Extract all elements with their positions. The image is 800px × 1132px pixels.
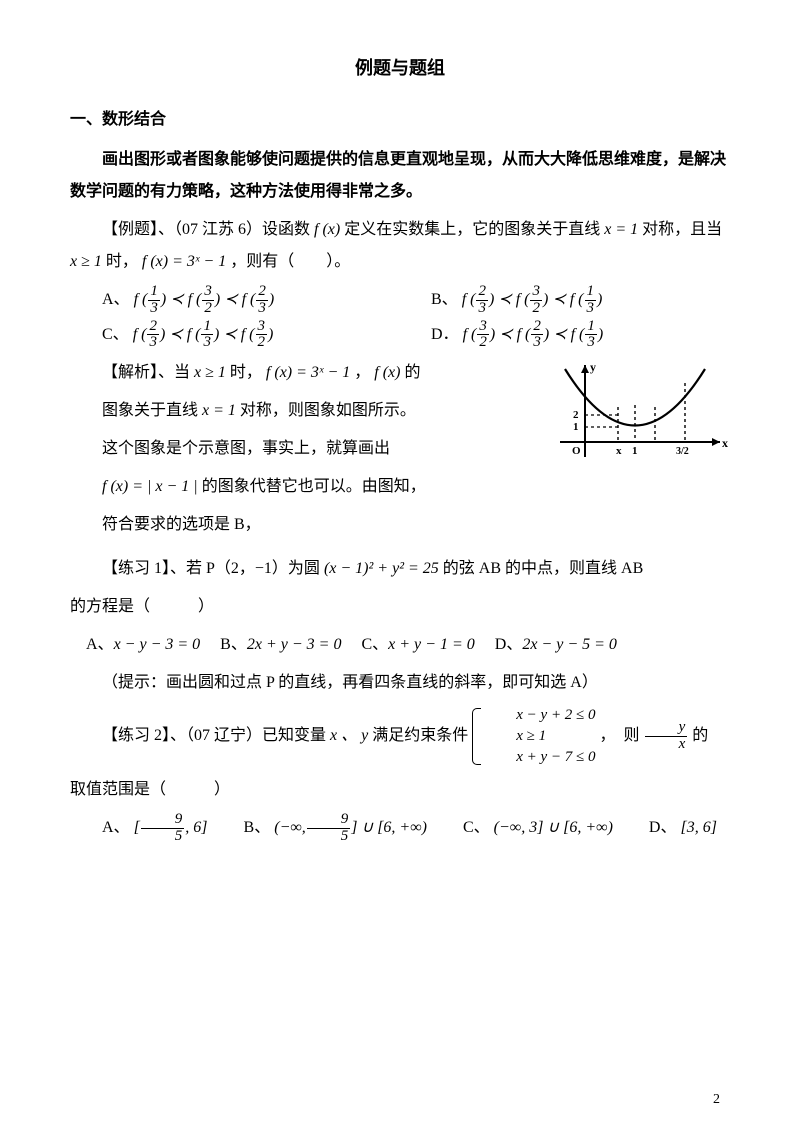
text: 的 [692,727,708,744]
text: 定义在实数集上，它的图象关于直线 [344,221,600,238]
option-row: C、 f (23) ≺ f (13) ≺ f (32) D． f (32) ≺ … [102,319,730,352]
expr: (−∞, 3] ∪ [6, +∞) [494,819,613,836]
math-fx: f (x) [314,221,340,238]
expr: f (13) ≺ f (32) ≺ f (23) [134,291,275,308]
math: x ≥ 1 [194,364,226,381]
svg-text:1: 1 [632,445,638,457]
math-x1: x = 1 [604,221,638,238]
math: x 、 y [330,727,368,744]
math: f (x) [374,364,400,381]
text: 对称，且当 [642,221,722,238]
practice-1-tail: 的方程是（ ） [70,591,730,623]
label: A、 [86,636,114,653]
practice-1: 【练习 1】、若 P（2，−1）为圆 (x − 1)² + y² = 25 的弦… [70,553,730,585]
expr: [95, 6] [134,819,208,836]
analysis-result: 符合要求的选项是 B， [70,509,730,541]
math: x = 1 [202,402,236,419]
text: 【练习 2】、（07 辽宁）已知变量 [102,727,326,744]
text: 【例题】、（07 江苏 6）设函数 [102,221,310,238]
label: C、 [102,326,129,343]
svg-text:x: x [722,436,728,450]
option-b: B、 f (23) ≺ f (32) ≺ f (13) [401,284,730,317]
practice-2-options: A、 [95, 6] B、 (−∞,95] ∪ [6, +∞) C、 (−∞, … [70,812,730,845]
practice-2-tail: 取值范围是（ ） [70,774,730,806]
svg-text:x: x [616,445,622,457]
cond: x − y + 2 ≤ 0 [484,705,595,726]
label: D、 [649,819,677,836]
practice-1-hint: （提示：画出圆和过点 P 的直线，再看四条直线的斜率，即可知选 A） [70,667,730,699]
label: B、 [244,819,271,836]
function-graph-figure: x y O 1 2 x 1 3/2 [540,357,730,467]
text: 【解析】、当 [102,364,190,381]
expr: f (23) ≺ f (32) ≺ f (13) [462,291,603,308]
expr: f (23) ≺ f (13) ≺ f (32) [133,326,274,343]
option-d: D． f (32) ≺ f (23) ≺ f (13) [401,319,730,352]
expr: x + y − 1 = 0 [388,636,475,653]
expr: f (32) ≺ f (23) ≺ f (13) [463,326,604,343]
option-c: C、 f (23) ≺ f (13) ≺ f (32) [102,319,401,352]
text: 时， [106,253,138,270]
option-a: A、 f (13) ≺ f (32) ≺ f (23) [102,284,401,317]
cond: x + y − 7 ≤ 0 [484,747,595,768]
text: 时， [230,364,262,381]
math: (x − 1)² + y² = 25 [324,560,439,577]
expr: x − y − 3 = 0 [114,636,201,653]
label: B、 [220,636,247,653]
label: B、 [431,291,458,308]
page-number: 2 [713,1086,720,1114]
label: C、 [361,636,388,653]
section-heading: 一、数形结合 [70,104,730,136]
text: 满足约束条件 [372,727,468,744]
expr: [3, 6] [680,819,716,836]
practice-1-options: A、x − y − 3 = 0 B、2x + y − 3 = 0 C、x + y… [70,629,730,661]
practice-2: 【练习 2】、（07 辽宁）已知变量 x 、 y 满足约束条件 x − y + … [70,705,730,768]
math-xge1: x ≥ 1 [70,253,102,270]
text: 图象关于直线 [102,402,198,419]
text: ，则有（ ）。 [230,253,350,270]
text: 的 [404,364,420,381]
svg-text:1: 1 [573,421,579,433]
cond: x ≥ 1 [484,726,595,747]
math: f (x) = | x − 1 | [102,478,198,495]
text: 的图象代替它也可以。由图知， [202,478,426,495]
expr: 2x + y − 3 = 0 [247,636,342,653]
option-row: A、 f (13) ≺ f (32) ≺ f (23) B、 f (23) ≺ … [102,284,730,317]
label: A、 [102,291,130,308]
label: A、 [102,819,130,836]
label: D、 [495,636,523,653]
analysis-block: x y O 1 2 x 1 3/2 【解析】、当 x ≥ 1 时， f (x) … [70,357,730,547]
svg-text:3/2: 3/2 [676,446,689,457]
text: 【练习 1】、若 P（2，−1）为圆 [102,560,320,577]
math: f (x) = 3ˣ − 1 [266,364,350,381]
math-fxformula: f (x) = 3ˣ − 1 [142,253,226,270]
text: 的弦 AB 的中点，则直线 AB [443,560,643,577]
text: 对称，则图象如图所示。 [240,402,416,419]
frac-yx: yx [645,720,688,753]
text: ， [354,364,370,381]
label: C、 [463,819,490,836]
expr: 2x − y − 5 = 0 [522,636,617,653]
svg-text:y: y [590,360,596,374]
svg-text:O: O [572,445,581,457]
svg-text:2: 2 [573,409,579,421]
intro-paragraph: 画出图形或者图象能够使问题提供的信息更直观地呈现，从而大大降低思维难度，是解决数… [70,144,730,208]
constraint-brace: x − y + 2 ≤ 0 x ≥ 1 x + y − 7 ≤ 0 [472,705,595,768]
text: ， 则 [600,727,640,744]
expr: (−∞,95] ∪ [6, +∞) [274,819,427,836]
page-title: 例题与题组 [70,50,730,86]
example-statement: 【例题】、（07 江苏 6）设函数 f (x) 定义在实数集上，它的图象关于直线… [70,214,730,278]
label: D． [431,326,459,343]
